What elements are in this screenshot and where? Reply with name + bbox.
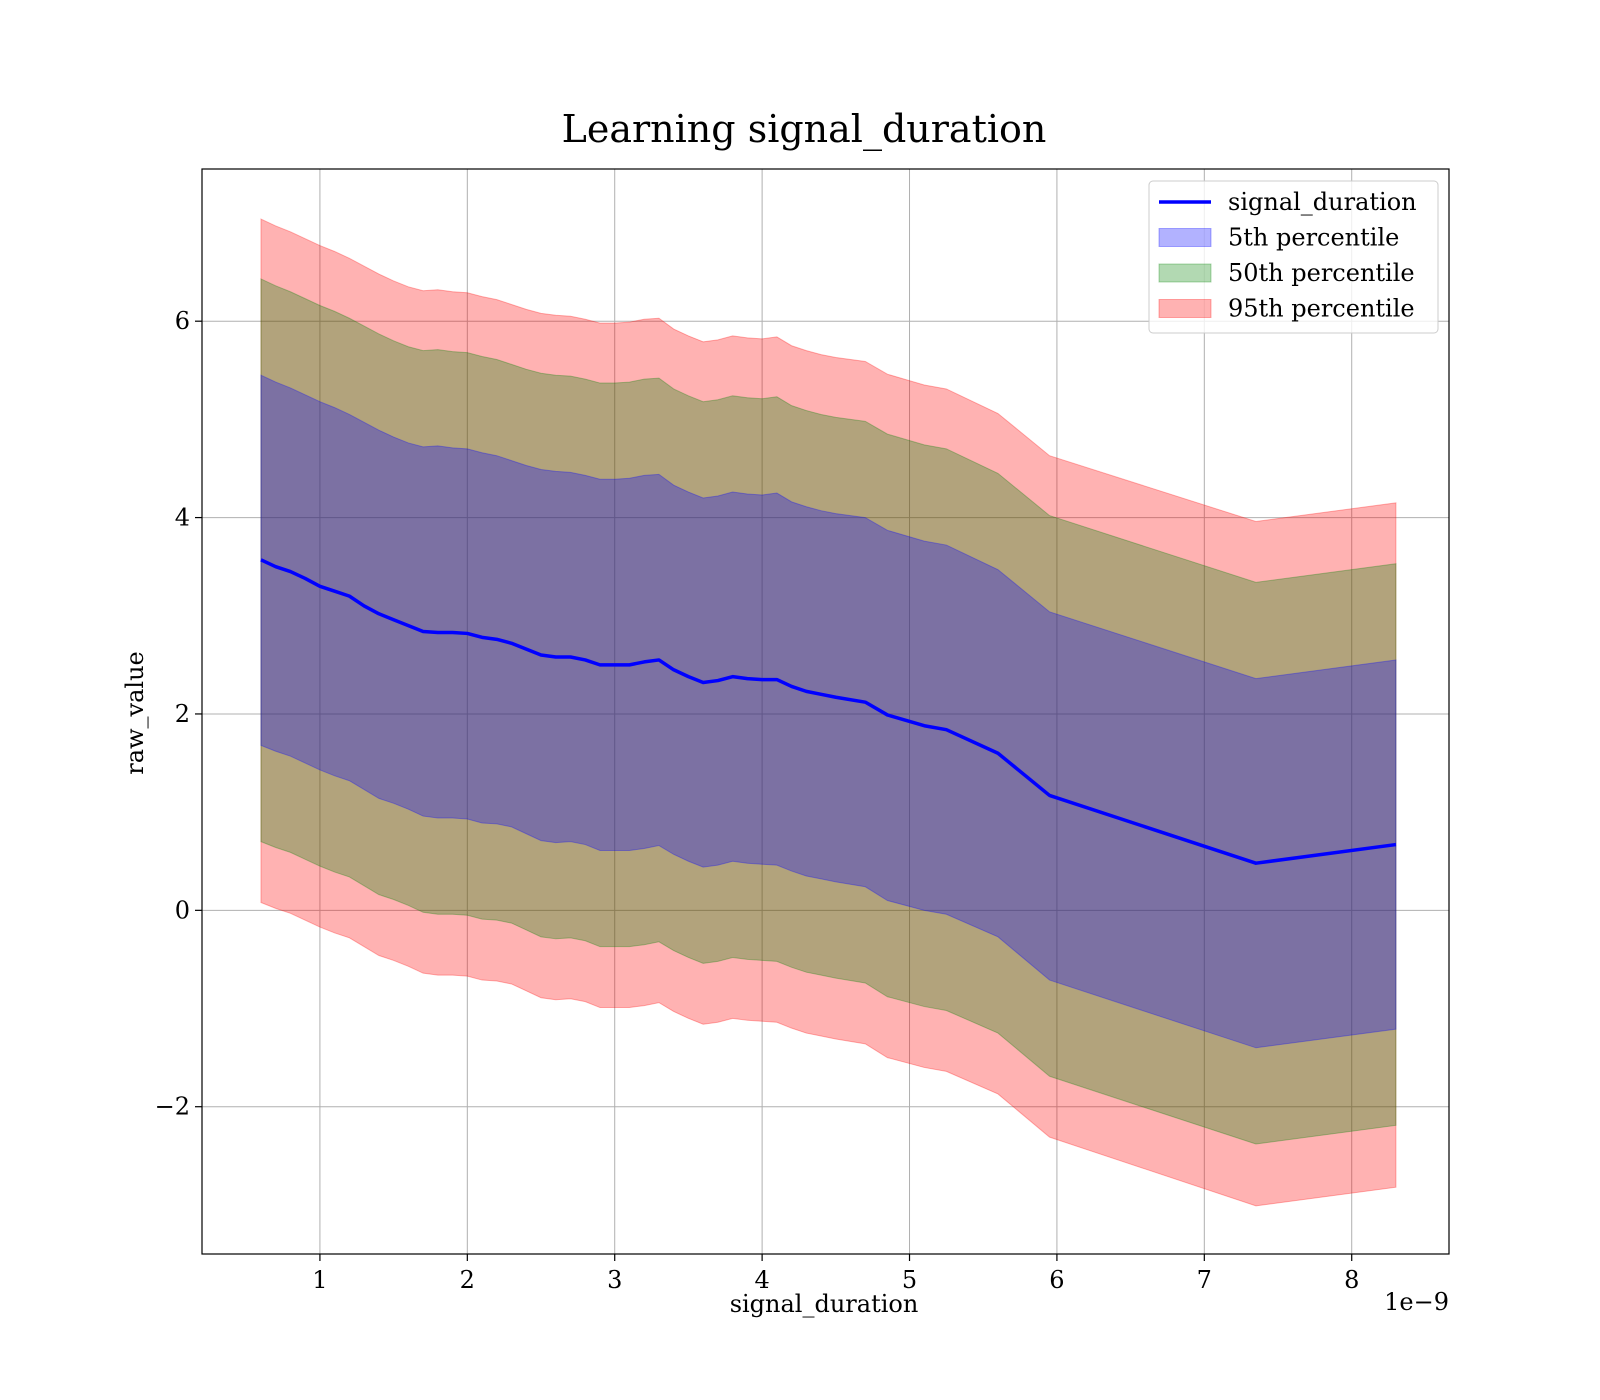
x-tick-label: 3 — [607, 1266, 622, 1294]
y-tick-label: 4 — [175, 504, 190, 532]
50th-percentile-band — [260, 278, 1397, 1145]
5th-percentile-band — [260, 374, 1397, 1049]
legend-box — [1148, 180, 1439, 334]
plot-frame — [201, 168, 1450, 1255]
legend: signal_duration 5th percentile 50th percen… — [1148, 180, 1439, 334]
chart-title: Learning signal_duration — [562, 107, 1047, 152]
x-tick-label: 2 — [460, 1266, 475, 1294]
legend-label: signal_duration — [1228, 188, 1417, 216]
y-tick-label: 0 — [175, 896, 190, 924]
x-axis-label: signal_duration — [730, 1290, 919, 1318]
x-tick-label: 5 — [902, 1266, 917, 1294]
x-tick-label: 6 — [1049, 1266, 1064, 1294]
legend-band-swatch — [1158, 228, 1212, 247]
legend-label: 50th percentile — [1228, 259, 1415, 287]
y-tick-label: 2 — [175, 700, 190, 728]
x-tick-label: 1 — [312, 1266, 327, 1294]
y-tick-label: −2 — [155, 1093, 190, 1121]
x-tick-label: 8 — [1344, 1266, 1359, 1294]
x-offset-label: 1e−9 — [1384, 1288, 1449, 1316]
x-tick-label: 7 — [1197, 1266, 1212, 1294]
legend-band-swatch — [1158, 299, 1212, 318]
y-tick-label: 6 — [175, 307, 190, 335]
legend-band-swatch — [1158, 263, 1212, 283]
y-axis-label: raw_value — [121, 651, 149, 775]
legend-label: 5th percentile — [1228, 224, 1399, 252]
95th-percentile-band — [260, 218, 1397, 1207]
plot-area: 1 2 3 4 5 6 7 8 −2 0 2 4 6 — [155, 168, 1450, 1294]
signal-duration-line — [260, 558, 1397, 865]
x-tick-label: 4 — [754, 1266, 769, 1294]
legend-label: 95th percentile — [1228, 295, 1415, 323]
